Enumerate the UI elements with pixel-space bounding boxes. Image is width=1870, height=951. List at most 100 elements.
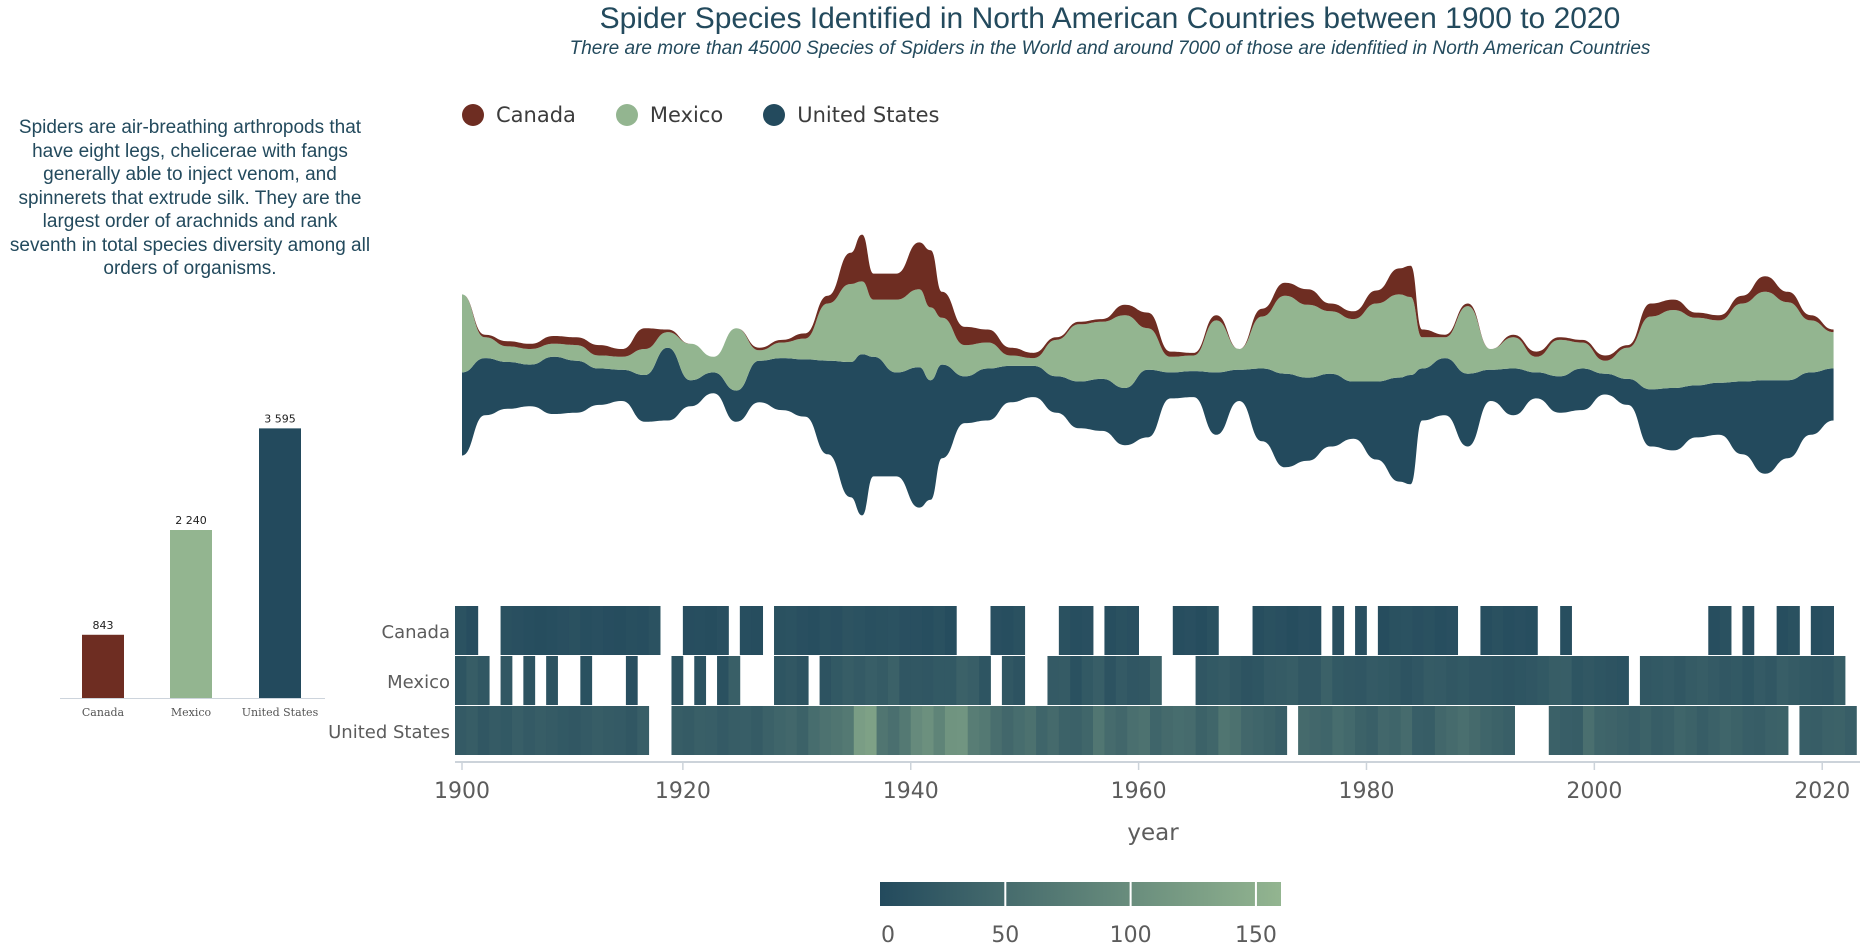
heatmap-cell[interactable] [1058, 656, 1071, 705]
heatmap-cell[interactable] [1001, 706, 1014, 755]
heatmap-cell[interactable] [1241, 706, 1253, 755]
heatmap-cell[interactable] [1161, 706, 1174, 755]
heatmap-cell[interactable] [1731, 656, 1743, 705]
heatmap-cell[interactable] [762, 706, 775, 755]
heatmap-cell[interactable] [1127, 656, 1139, 705]
heatmap-cell[interactable] [534, 606, 547, 655]
heatmap-cell[interactable] [910, 656, 923, 705]
heatmap-cell[interactable] [1400, 606, 1413, 655]
heatmap-cell[interactable] [637, 706, 650, 755]
heatmap-cell[interactable] [1434, 706, 1447, 755]
heatmap-cell[interactable] [933, 606, 946, 655]
heatmap-cell[interactable] [1446, 606, 1459, 655]
heatmap-cell[interactable] [1434, 606, 1447, 655]
heatmap-cell[interactable] [1332, 656, 1345, 705]
heatmap-cell[interactable] [591, 706, 604, 755]
heatmap-cell[interactable] [1639, 656, 1652, 705]
heatmap-cell[interactable] [1138, 656, 1151, 705]
heatmap-cell[interactable] [1081, 606, 1094, 655]
heatmap-cell[interactable] [1241, 656, 1253, 705]
heatmap-cell[interactable] [1320, 706, 1333, 755]
legend-item-mexico[interactable]: Mexico [615, 103, 723, 127]
heatmap-cell[interactable] [1810, 606, 1823, 655]
heatmap-cell[interactable] [1594, 656, 1607, 705]
heatmap-cell[interactable] [774, 656, 786, 705]
heatmap-cell[interactable] [933, 706, 946, 755]
heatmap-cell[interactable] [1332, 606, 1345, 655]
heatmap-cell[interactable] [785, 656, 798, 705]
heatmap-cell[interactable] [944, 606, 957, 655]
heatmap-cell[interactable] [1263, 656, 1276, 705]
heatmap-cell[interactable] [865, 706, 877, 755]
heatmap-cell[interactable] [1058, 706, 1071, 755]
heatmap-cell[interactable] [990, 606, 1003, 655]
heatmap-cell[interactable] [1229, 656, 1242, 705]
heatmap-cell[interactable] [1525, 656, 1538, 705]
heatmap-cell[interactable] [1742, 606, 1755, 655]
heatmap-cell[interactable] [1685, 656, 1698, 705]
heatmap-cell[interactable] [466, 656, 479, 705]
heatmap-cell[interactable] [887, 656, 900, 705]
heatmap-cell[interactable] [1366, 706, 1379, 755]
heatmap-cell[interactable] [751, 706, 764, 755]
heatmap-cell[interactable] [1093, 706, 1105, 755]
heatmap-cell[interactable] [1355, 706, 1367, 755]
heatmap-cell[interactable] [1001, 606, 1014, 655]
heatmap-cell[interactable] [717, 656, 729, 705]
heatmap-cell[interactable] [922, 656, 934, 705]
heatmap-cell[interactable] [1457, 656, 1470, 705]
heatmap-cell[interactable] [1582, 656, 1595, 705]
heatmap-cell[interactable] [477, 706, 490, 755]
heatmap-cell[interactable] [1469, 706, 1481, 755]
heatmap-cell[interactable] [728, 656, 741, 705]
heatmap-cell[interactable] [728, 706, 741, 755]
heatmap-cell[interactable] [1013, 606, 1026, 655]
heatmap-cell[interactable] [1298, 606, 1310, 655]
heatmap-cell[interactable] [1537, 656, 1550, 705]
heatmap-cell[interactable] [808, 606, 820, 655]
heatmap-cell[interactable] [1674, 706, 1686, 755]
heatmap-cell[interactable] [1184, 706, 1196, 755]
heatmap-cell[interactable] [1799, 656, 1812, 705]
heatmap-cell[interactable] [853, 606, 866, 655]
heatmap-cell[interactable] [603, 706, 615, 755]
heatmap-cell[interactable] [625, 706, 638, 755]
heatmap-cell[interactable] [1377, 656, 1390, 705]
heatmap-cell[interactable] [1093, 656, 1105, 705]
heatmap-cell[interactable] [1776, 656, 1789, 705]
heatmap-cell[interactable] [477, 656, 490, 705]
heatmap-cell[interactable] [500, 656, 513, 705]
heatmap-cell[interactable] [671, 706, 684, 755]
heatmap-cell[interactable] [830, 706, 843, 755]
heatmap-cell[interactable] [819, 656, 832, 705]
heatmap-cell[interactable] [1115, 706, 1128, 755]
heatmap-cell[interactable] [625, 656, 638, 705]
heatmap-cell[interactable] [1036, 706, 1048, 755]
heatmap-cell[interactable] [1753, 656, 1766, 705]
heatmap-cell[interactable] [910, 706, 923, 755]
heatmap-cell[interactable] [1286, 606, 1299, 655]
heatmap-cell[interactable] [1218, 706, 1231, 755]
heatmap-cell[interactable] [1651, 656, 1664, 705]
heatmap-cell[interactable] [591, 606, 604, 655]
heatmap-cell[interactable] [648, 606, 661, 655]
heatmap-cell[interactable] [694, 706, 707, 755]
bar-united-states[interactable] [259, 428, 301, 698]
heatmap-cell[interactable] [1491, 656, 1504, 705]
heatmap-cell[interactable] [523, 606, 536, 655]
heatmap-cell[interactable] [1571, 706, 1584, 755]
heatmap-cell[interactable] [1822, 706, 1834, 755]
heatmap-cell[interactable] [1685, 706, 1698, 755]
heatmap-cell[interactable] [466, 606, 479, 655]
heatmap-cell[interactable] [1434, 656, 1447, 705]
heatmap-cell[interactable] [922, 606, 934, 655]
heatmap-cell[interactable] [1104, 656, 1117, 705]
heatmap-cell[interactable] [557, 706, 570, 755]
heatmap-cell[interactable] [1195, 706, 1208, 755]
heatmap-cell[interactable] [1263, 706, 1276, 755]
heatmap-cell[interactable] [739, 706, 752, 755]
heatmap-cell[interactable] [830, 656, 843, 705]
heatmap-cell[interactable] [1788, 606, 1800, 655]
heatmap-cell[interactable] [1822, 656, 1834, 705]
heatmap-cell[interactable] [1662, 706, 1675, 755]
